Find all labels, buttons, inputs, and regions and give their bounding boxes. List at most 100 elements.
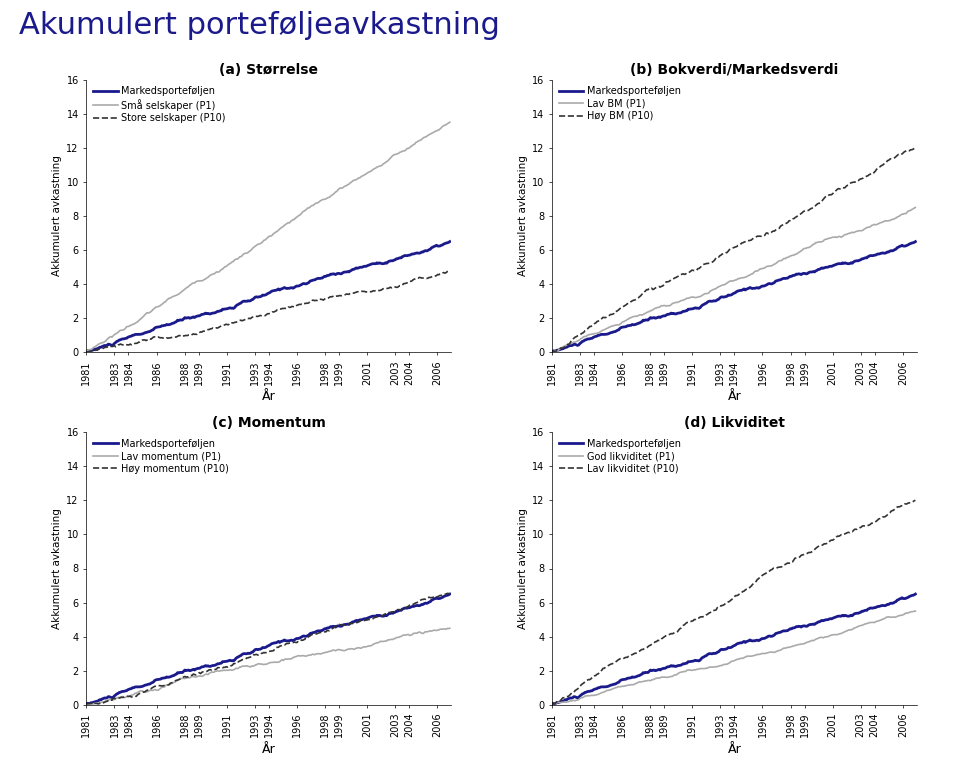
Legend: Markedsporteføljen, Lav BM (P1), Høy BM (P10): Markedsporteføljen, Lav BM (P1), Høy BM … <box>557 84 683 124</box>
Markedsporteføljen <box>303 631 315 640</box>
Markedsporteføljen <box>876 249 887 258</box>
Store selskaper (P10) <box>81 348 92 357</box>
Små selskaper (P1) <box>296 209 307 218</box>
Line: Lav momentum (P1): Lav momentum (P1) <box>86 628 450 705</box>
Markedsporteføljen <box>910 237 922 246</box>
Markedsporteføljen <box>761 280 773 289</box>
Lav BM (P1) <box>852 227 864 236</box>
Y-axis label: Akkumulert avkastning: Akkumulert avkastning <box>52 155 62 277</box>
Høy momentum (P10) <box>442 589 453 598</box>
Markedsporteføljen <box>82 346 93 356</box>
Lav likviditet (P10) <box>546 700 558 709</box>
Store selskaper (P10) <box>82 347 93 356</box>
Høy momentum (P10) <box>82 699 93 708</box>
Markedsporteføljen <box>387 609 398 618</box>
Markedsporteføljen <box>82 699 93 708</box>
Store selskaper (P10) <box>444 266 456 275</box>
Høy BM (P10) <box>546 348 558 357</box>
Høy momentum (P10) <box>410 598 421 607</box>
Lav momentum (P1) <box>81 700 92 709</box>
Store selskaper (P10) <box>387 283 398 292</box>
Store selskaper (P10) <box>296 299 307 309</box>
Lav BM (P1) <box>761 262 773 271</box>
Høy momentum (P10) <box>296 635 307 644</box>
Høy BM (P10) <box>547 347 559 356</box>
God likviditet (P1) <box>546 700 558 709</box>
Markedsporteføljen <box>81 347 92 356</box>
X-axis label: År: År <box>728 390 741 403</box>
Små selskaper (P1) <box>82 346 93 355</box>
Y-axis label: Akkumulert avkastning: Akkumulert avkastning <box>52 508 62 629</box>
Markedsporteføljen <box>387 256 398 265</box>
God likviditet (P1) <box>852 622 864 631</box>
Små selskaper (P1) <box>387 151 398 160</box>
Lav likviditet (P10) <box>769 564 780 573</box>
Markedsporteføljen <box>547 699 559 708</box>
Små selskaper (P1) <box>410 138 421 147</box>
Store selskaper (P10) <box>303 298 315 307</box>
Legend: Markedsporteføljen, God likviditet (P1), Lav likviditet (P10): Markedsporteføljen, God likviditet (P1),… <box>557 437 683 476</box>
God likviditet (P1) <box>769 648 780 657</box>
Title: (c) Momentum: (c) Momentum <box>212 415 325 430</box>
Høy BM (P10) <box>852 177 864 186</box>
Markedsporteføljen <box>297 631 308 641</box>
Markedsporteføljen <box>444 237 456 246</box>
Markedsporteføljen <box>547 346 559 356</box>
Markedsporteføljen <box>303 278 315 287</box>
Markedsporteføljen <box>410 249 421 258</box>
Line: Høy BM (P10): Høy BM (P10) <box>552 148 916 352</box>
Line: Lav BM (P1): Lav BM (P1) <box>552 208 916 352</box>
Markedsporteføljen <box>852 609 864 618</box>
Markedsporteføljen <box>410 601 421 610</box>
Markedsporteføljen <box>296 632 307 641</box>
Title: (a) Størrelse: (a) Størrelse <box>219 63 319 77</box>
Lav likviditet (P10) <box>910 496 922 505</box>
Markedsporteføljen <box>762 279 774 288</box>
Høy momentum (P10) <box>444 590 456 599</box>
Store selskaper (P10) <box>297 300 308 309</box>
Lav momentum (P1) <box>297 651 308 660</box>
Lav BM (P1) <box>762 262 774 271</box>
Markedsporteføljen <box>910 590 922 599</box>
Lav momentum (P1) <box>303 650 315 659</box>
God likviditet (P1) <box>547 699 559 708</box>
Lav likviditet (P10) <box>762 567 774 576</box>
Høy BM (P10) <box>761 228 773 237</box>
Title: (d) Likviditet: (d) Likviditet <box>684 415 785 430</box>
Lav momentum (P1) <box>410 628 421 637</box>
Line: Markedsporteføljen: Markedsporteføljen <box>552 242 916 352</box>
Line: Markedsporteføljen: Markedsporteføljen <box>86 594 450 704</box>
God likviditet (P1) <box>762 648 774 657</box>
Høy momentum (P10) <box>297 636 308 645</box>
Lav BM (P1) <box>910 203 922 212</box>
Lav momentum (P1) <box>82 700 93 709</box>
Markedsporteføljen <box>876 601 887 610</box>
Høy BM (P10) <box>910 143 922 152</box>
Lav BM (P1) <box>769 259 780 268</box>
Line: Markedsporteføljen: Markedsporteføljen <box>86 242 450 352</box>
Line: Markedsporteføljen: Markedsporteføljen <box>552 594 916 704</box>
Lav likviditet (P10) <box>876 513 887 522</box>
Store selskaper (P10) <box>410 274 421 283</box>
Markedsporteføljen <box>296 280 307 289</box>
Lav BM (P1) <box>547 347 559 356</box>
Markedsporteføljen <box>762 631 774 641</box>
Høy BM (P10) <box>762 229 774 238</box>
Markedsporteføljen <box>297 279 308 288</box>
Små selskaper (P1) <box>297 207 308 216</box>
God likviditet (P1) <box>876 615 887 625</box>
Line: God likviditet (P1): God likviditet (P1) <box>552 611 916 704</box>
Markedsporteføljen <box>769 631 780 640</box>
Markedsporteføljen <box>546 700 558 709</box>
Y-axis label: Akkumulert avkastning: Akkumulert avkastning <box>517 155 528 277</box>
Markedsporteføljen <box>769 278 780 287</box>
Lav momentum (P1) <box>444 624 456 633</box>
Lav momentum (P1) <box>296 651 307 660</box>
Lav BM (P1) <box>876 218 887 227</box>
Markedsporteføljen <box>761 632 773 641</box>
God likviditet (P1) <box>761 648 773 657</box>
Markedsporteføljen <box>546 347 558 356</box>
Små selskaper (P1) <box>81 346 92 356</box>
Lav momentum (P1) <box>387 635 398 644</box>
Høy momentum (P10) <box>81 700 92 709</box>
